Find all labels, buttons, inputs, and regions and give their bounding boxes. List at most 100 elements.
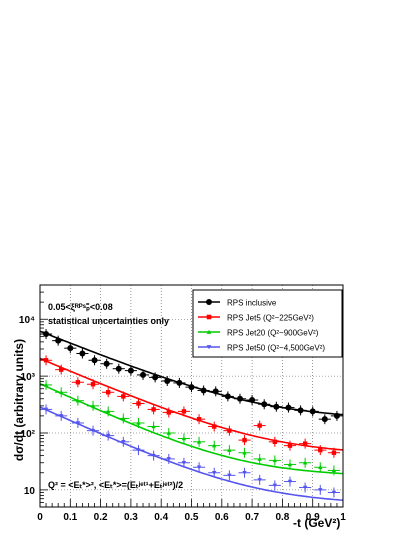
data-point — [75, 398, 81, 403]
data-point — [188, 384, 195, 391]
data-point — [206, 314, 212, 320]
data-points — [40, 329, 343, 498]
x-tick-label: 1 — [340, 512, 346, 523]
data-point — [105, 390, 111, 395]
data-point — [59, 414, 64, 419]
data-point — [176, 379, 183, 386]
x-axis: 0 0.1 0.2 0.3 0.4 0.5 0.6 0.7 0.8 0.9 1 — [37, 499, 346, 523]
x-tick-label: 0.7 — [245, 512, 259, 523]
data-point — [121, 440, 126, 445]
data-point — [43, 382, 49, 387]
x-tick-label: 0.3 — [124, 512, 138, 523]
data-point — [151, 407, 156, 412]
data-point — [136, 448, 141, 453]
data-point — [212, 443, 217, 448]
data-point — [331, 490, 337, 495]
data-point — [236, 395, 243, 402]
data-point — [136, 401, 141, 406]
data-point — [152, 374, 159, 381]
x-tick-label: 0.8 — [275, 512, 289, 523]
fit-curve — [39, 357, 344, 451]
data-point — [261, 401, 268, 408]
data-point — [75, 380, 81, 385]
data-point — [287, 462, 293, 467]
x-tick-label: 0.6 — [215, 512, 229, 523]
data-point — [242, 470, 247, 475]
data-point — [309, 408, 316, 415]
data-point — [331, 450, 337, 455]
x-tick-label: 0.4 — [154, 512, 168, 523]
data-point — [181, 436, 187, 441]
data-point — [121, 394, 126, 399]
data-point — [224, 393, 231, 400]
data-point — [242, 450, 247, 455]
y-tick-label: 10³ — [21, 372, 36, 383]
data-point — [318, 488, 323, 493]
legend-label: RPS Jet50 (Q²~4,500GeV²) — [227, 344, 325, 353]
fit-curve — [39, 406, 344, 501]
x-tick-label: 0.1 — [63, 512, 77, 523]
legend: RPS inclusive RPS Jet5 (Q²~225GeV²) RPS Je… — [192, 289, 343, 358]
data-point — [43, 407, 49, 412]
data-point — [206, 345, 212, 350]
data-point — [90, 382, 96, 387]
x-tick-label: 0 — [37, 512, 43, 523]
data-point — [166, 430, 171, 435]
data-point — [67, 345, 74, 352]
data-point — [302, 485, 308, 490]
data-point — [302, 460, 308, 465]
q2-annotation: Q² = <Eₜ*>², <Eₜ*>=(Eₜʲᵉᵗ¹+Eₜʲᵉᵗ²)/2 — [48, 480, 183, 490]
x-tick-label: 0.5 — [185, 512, 199, 523]
data-point — [242, 437, 247, 443]
data-point — [196, 416, 202, 422]
data-point — [331, 468, 337, 473]
data-point — [212, 424, 217, 429]
data-point — [43, 331, 50, 338]
data-point — [206, 329, 212, 334]
data-point — [249, 397, 256, 404]
data-point — [164, 378, 171, 385]
data-point — [79, 350, 86, 357]
data-point — [196, 439, 202, 444]
data-point — [227, 428, 232, 433]
y-tick-label: 10² — [21, 429, 36, 440]
data-point — [103, 360, 110, 367]
y-axis: 10 10² 10³ 10⁴ — [19, 284, 48, 508]
data-point — [196, 465, 202, 470]
data-point — [181, 409, 187, 414]
data-point — [257, 478, 262, 483]
data-point — [90, 403, 96, 408]
data-point — [91, 357, 98, 364]
data-point — [212, 388, 219, 395]
x-tick-label: 0.2 — [94, 512, 108, 523]
data-point — [151, 424, 156, 429]
data-point — [227, 473, 232, 478]
data-point — [43, 358, 49, 363]
data-point — [140, 371, 147, 378]
data-point — [90, 428, 96, 433]
data-point — [55, 337, 62, 344]
legend-label: RPS Jet20 (Q²~900GeV²) — [227, 329, 319, 338]
data-point — [206, 299, 212, 305]
data-point — [272, 458, 278, 463]
data-point — [272, 439, 278, 445]
y-tick-label: 10 — [24, 486, 36, 497]
legend-box — [192, 289, 343, 358]
data-point — [59, 367, 64, 372]
data-point — [151, 453, 156, 458]
data-point — [166, 410, 171, 415]
data-point — [297, 407, 304, 414]
data-point — [127, 367, 134, 374]
data-point — [287, 443, 293, 448]
cut-annotation: 0.05<ξᴿᴾˢₚ̄<0.08 — [48, 302, 113, 312]
data-point — [136, 420, 141, 425]
data-point — [333, 412, 340, 419]
data-point — [257, 423, 262, 428]
x-tick-label: 0.9 — [306, 512, 320, 523]
data-point — [115, 365, 122, 372]
data-point — [318, 447, 323, 453]
data-point — [318, 465, 323, 470]
data-point — [227, 447, 232, 452]
